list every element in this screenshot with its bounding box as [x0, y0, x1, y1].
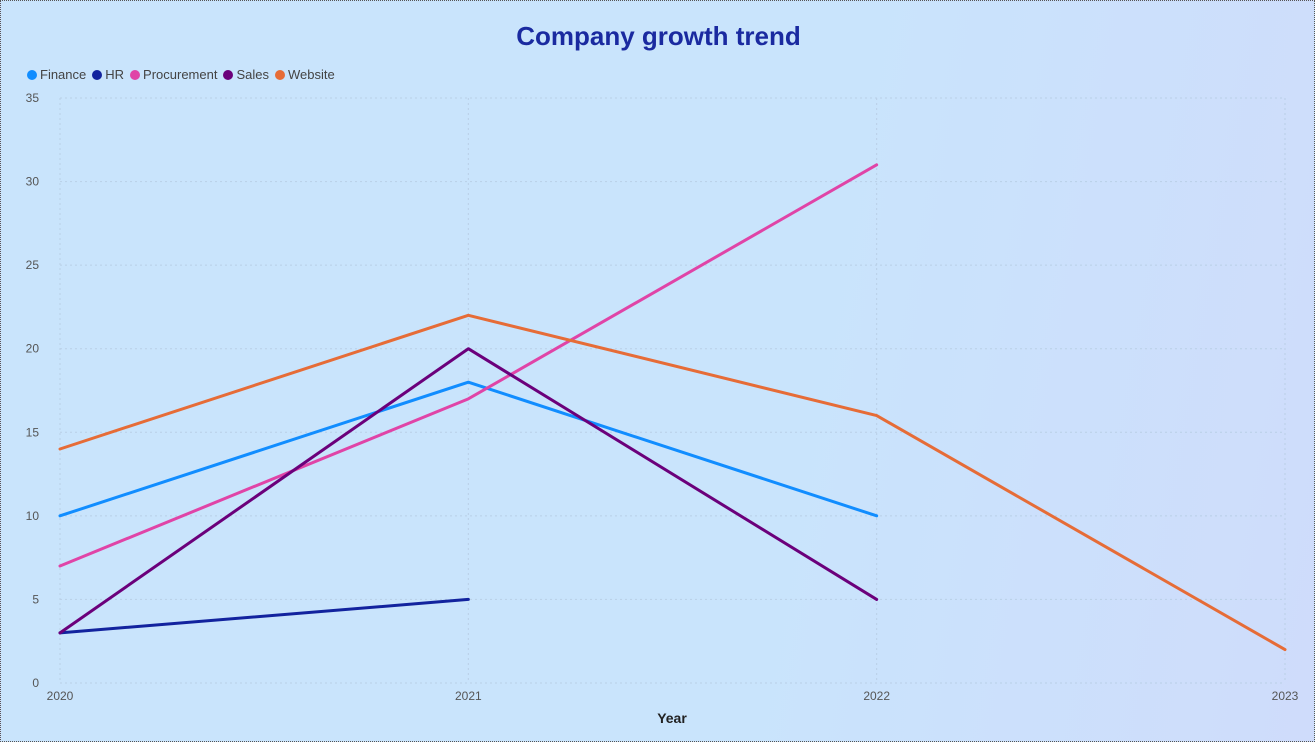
x-tick-label: 2022 [863, 689, 890, 703]
y-tick-label: 5 [32, 592, 39, 606]
y-tick-label: 15 [26, 425, 40, 439]
y-tick-label: 35 [26, 91, 40, 105]
legend-label: Procurement [143, 67, 218, 82]
chart-title: Company growth trend [516, 21, 801, 51]
legend-dot-icon [223, 69, 234, 80]
y-tick-label: 30 [26, 175, 40, 189]
legend: Finance HR Procurement Sales Website [27, 67, 341, 82]
y-tick-label: 10 [26, 509, 40, 523]
legend-label: Sales [236, 67, 269, 82]
legend-item-finance[interactable]: Finance [27, 67, 86, 82]
series-line-sales[interactable] [58, 347, 879, 635]
legend-label: HR [105, 67, 125, 82]
y-tick-label: 0 [32, 676, 39, 690]
legend-item-website[interactable]: Website [274, 67, 335, 82]
legend-dot-icon [92, 69, 103, 80]
legend-dot-icon [27, 69, 37, 80]
x-tick-label: 2021 [455, 689, 482, 703]
x-tick-label: 2020 [47, 689, 74, 703]
legend-item-sales[interactable]: Sales [223, 67, 269, 82]
y-tick-label: 20 [26, 342, 40, 356]
legend-dot-icon [130, 69, 141, 80]
legend-label: Website [287, 67, 335, 82]
series-line-website[interactable] [58, 313, 1287, 652]
y-tick-label: 25 [26, 258, 40, 272]
legend-dot-icon [274, 69, 285, 80]
series-line-hr[interactable] [58, 597, 470, 635]
legend-item-procurement[interactable]: Procurement [130, 67, 217, 82]
x-axis-title: Year [657, 710, 687, 726]
series-line-finance[interactable] [58, 380, 879, 518]
legend-label: Finance [40, 67, 87, 82]
series-line-procurement[interactable] [58, 163, 879, 568]
legend-item-hr[interactable]: HR [92, 67, 124, 82]
x-tick-label: 2023 [1272, 689, 1299, 703]
